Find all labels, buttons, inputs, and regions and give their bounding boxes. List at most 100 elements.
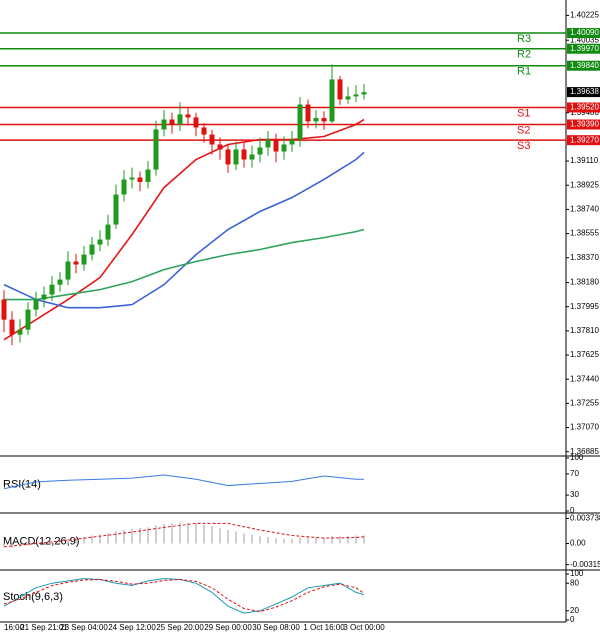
x-tick-label: 16:00 [4,623,25,632]
y-tick-label: 1.37255 [570,399,599,408]
y-tick-label: 1.38925 [570,180,599,189]
histogram-bar [211,526,213,544]
panel-title: Stoch(9,6,3) [3,591,63,603]
candle-body [57,279,63,285]
level-name: R3 [517,33,531,45]
y-tick-label: 1.40035 [570,35,599,44]
y-tick-label: 1.38555 [570,229,599,238]
candle-body [1,299,7,320]
histogram-bar [307,537,309,544]
y-tick-label: 80 [570,578,579,587]
candle-body [25,309,31,330]
y-tick-label: 1.38180 [570,278,599,287]
level-name: R2 [517,49,531,61]
candle-body [321,117,327,122]
histogram-bar [123,530,125,544]
candle-body [281,144,287,152]
y-tick-label: -0.00315 [570,560,600,569]
candle-body [233,149,239,165]
level-price-box [567,28,600,39]
last-price-label: 1.39638 [570,87,599,96]
histogram-bar [99,534,101,544]
candle-body [177,114,183,125]
y-tick-label: 70 [570,469,579,478]
y-tick-label: 1.38370 [570,253,599,262]
y-tick-label: 1.40225 [570,11,599,20]
candle-body [249,154,255,160]
y-tick-label: 0 [570,615,575,624]
candle-body [305,104,311,122]
histogram-bar [11,543,13,548]
histogram-bar [323,538,325,544]
histogram-bar [275,538,277,544]
histogram-bar [283,538,285,544]
histogram-bar [227,530,229,544]
candle-body [265,139,271,148]
candle-body [81,254,87,265]
y-tick-label: 1.36885 [570,447,599,456]
candle-body [145,169,151,182]
candle-body [201,127,207,135]
level-price-box [567,102,600,113]
indicator-line [3,474,364,490]
candle-body [289,139,295,145]
histogram-bar [259,536,261,544]
candle-body [89,244,95,255]
indicator-line [3,579,365,613]
histogram-bar [331,536,333,544]
candle-body [313,117,319,122]
y-tick-label: 0 [570,506,575,515]
candle-body [49,284,55,295]
candle-body [73,261,79,265]
x-tick-label: 3 Oct 00:00 [343,623,385,632]
x-tick-label: 21 Sep 21:01 [20,623,68,632]
y-tick-label: 1.37810 [570,326,599,335]
indicator-line [4,228,365,301]
indicator-line [3,578,365,614]
histogram-bar [171,523,173,544]
y-tick-label: 20 [570,606,579,615]
histogram-bar [243,533,245,544]
histogram-bar [187,522,189,544]
histogram-bar [339,536,341,544]
candle-body [113,194,119,225]
x-tick-label: 1 Oct 16:00 [303,623,345,632]
histogram-bar [347,536,349,544]
level-name: R1 [517,66,531,78]
histogram-bar [155,525,157,544]
y-tick-label: 0.003738 [570,514,600,523]
y-tick-label: 1.37440 [570,374,599,383]
histogram-bar [251,534,253,544]
level-price-label: 1.39270 [570,135,599,144]
candle-body [9,319,15,335]
histogram-bar [131,528,133,544]
candle-body [129,177,135,180]
histogram-bar [363,535,365,544]
histogram-bar [355,535,357,544]
panel-title: MACD(12,26,9) [3,535,79,547]
candle-body [41,294,47,300]
candle-body [257,147,263,155]
y-tick-label: 1.37995 [570,302,599,311]
y-tick-label: 100 [570,569,584,578]
histogram-bar [91,535,93,544]
candle-body [105,224,111,240]
candle-body [353,94,359,97]
last-price-box [567,87,600,98]
level-name: S1 [517,107,530,119]
indicator-line [3,151,365,309]
candle-body [65,261,71,280]
histogram-bar [235,531,237,544]
histogram-bar [115,531,117,544]
candle-body [33,299,39,310]
x-tick-label: 23 Sep 04:00 [60,623,108,632]
histogram-bar [27,543,29,546]
histogram-bar [139,528,141,544]
histogram-bar [195,523,197,544]
level-price-label: 1.39840 [570,61,599,70]
x-tick-label: 25 Sep 20:00 [156,623,204,632]
candle-body [217,144,223,150]
level-price-label: 1.40090 [570,28,599,37]
y-tick-label: 1.39110 [570,156,599,165]
candle-body [241,149,247,160]
